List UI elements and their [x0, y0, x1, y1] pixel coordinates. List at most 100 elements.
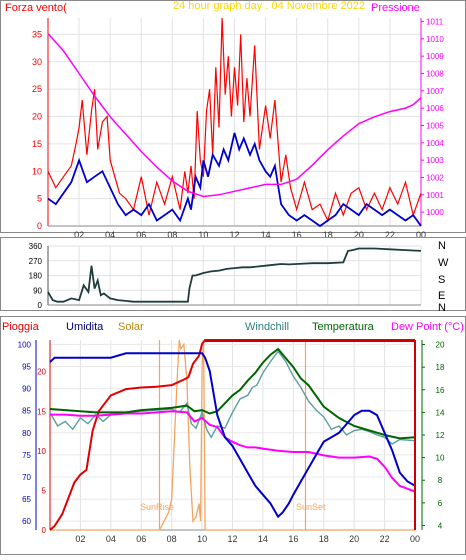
- wind-y-tick-label: 5: [37, 194, 42, 204]
- wind-y-tick-label: 35: [32, 29, 42, 39]
- humidity-y-tick-label: 80: [22, 429, 31, 438]
- wind-x-tick-label: 22: [385, 230, 395, 240]
- temp-y-tick-label: 14: [436, 408, 445, 417]
- temp-x-tick-label: 00: [410, 534, 420, 544]
- direction-label-s: S: [438, 274, 445, 286]
- direction-y-tick-label: 360: [29, 242, 43, 251]
- pressure-y-tick-label: 1000: [426, 208, 444, 217]
- temp-x-tick-label: 22: [380, 534, 390, 544]
- wind-x-tick-label: 12: [229, 230, 239, 240]
- temp-x-tick-label: 06: [136, 534, 146, 544]
- temp-y-tick-label: 16: [436, 386, 445, 395]
- temp-x-tick-label: 18: [319, 534, 329, 544]
- humidity-y-tick-label: 75: [22, 451, 31, 460]
- humidity-y-tick-label: 65: [22, 495, 31, 504]
- humidity-y-tick-label: 100: [18, 340, 32, 349]
- temp-y-tick-label: 8: [438, 476, 443, 485]
- wind-x-tick-label: 00: [416, 230, 426, 240]
- temp-y-tick-label: 10: [436, 454, 445, 463]
- rain-y-tick-label: 20: [37, 368, 46, 377]
- rain-series-line: [49, 339, 415, 531]
- wind-x-tick-label: 04: [105, 230, 115, 240]
- pressure-y-tick-label: 1003: [426, 156, 444, 165]
- wind-x-tick-label: 02: [74, 230, 84, 240]
- direction-y-tick-label: 270: [29, 257, 43, 266]
- solar-legend: Solar: [118, 321, 144, 333]
- pressure-y-tick-label: 1001: [426, 191, 444, 200]
- humidity-y-tick-label: 85: [22, 407, 31, 416]
- temp-x-tick-label: 08: [167, 534, 177, 544]
- temp-x-tick-label: 10: [197, 534, 207, 544]
- rain-y-tick-label: 0: [42, 526, 47, 535]
- wind-y-tick-label: 0: [37, 221, 42, 231]
- gust-series-line: [47, 17, 422, 223]
- direction-label-w: W: [438, 257, 449, 269]
- wind-direction-panel: 0 90 180 270 360 N W S E N: [0, 237, 466, 314]
- wind-x-tick-label: 14: [261, 230, 271, 240]
- wind-x-tick-label: 16: [292, 230, 302, 240]
- rain-y-tick-label: 5: [42, 486, 47, 495]
- pressure-y-tick-label: 1006: [426, 104, 444, 113]
- humidity-y-tick-label: 95: [22, 363, 31, 372]
- humidity-series-line: [49, 352, 416, 519]
- temp-y-tick-label: 20: [436, 341, 445, 350]
- pressure-series-line: [47, 33, 422, 198]
- wind-x-tick-label: 10: [198, 230, 208, 240]
- solar-series-line: [50, 339, 415, 531]
- direction-label-e: E: [438, 290, 445, 302]
- temp-x-tick-label: 16: [288, 534, 298, 544]
- temp-x-tick-label: 20: [349, 534, 359, 544]
- wind-y-tick-label: 25: [32, 84, 42, 94]
- wind-x-tick-label: 08: [167, 230, 177, 240]
- pressure-y-tick-label: 1010: [426, 35, 444, 44]
- rain-y-tick-label: 15: [37, 407, 46, 416]
- speed-series-line: [47, 132, 422, 228]
- humidity-legend: Umidita: [66, 321, 104, 333]
- wind-pressure-panel: Forza vento( 24 hour graph day . 04 Nove…: [0, 0, 466, 240]
- humidity-y-tick-label: 70: [22, 473, 31, 482]
- temp-y-tick-label: 4: [438, 521, 443, 530]
- direction-label-n-bottom: N: [438, 302, 446, 314]
- wind-y-tick-label: 30: [32, 57, 42, 67]
- direction-y-tick-label: 0: [38, 301, 43, 310]
- temp-x-tick-label: 04: [106, 534, 116, 544]
- rain-y-tick-label: 10: [37, 447, 46, 456]
- wind-y-tick-label: 15: [32, 139, 42, 149]
- pressure-y-tick-label: 1005: [426, 121, 444, 130]
- chart-title: 24 hour graph day . 04 Novembre 2022: [173, 0, 365, 12]
- sunrise-label: SunRise: [140, 502, 174, 512]
- wind-y-tick-label: 20: [32, 112, 42, 122]
- rain-legend: Pioggia: [2, 321, 40, 333]
- pressure-y-tick-label: 1007: [426, 87, 444, 96]
- pressure-y-tick-label: 1008: [426, 69, 444, 78]
- wind-axis-label: Forza vento(: [5, 2, 67, 14]
- wind-x-tick-label: 06: [136, 230, 146, 240]
- direction-label-n-top: N: [438, 240, 446, 252]
- windchill-legend: Windchill: [245, 321, 289, 333]
- pressure-axis-label: Pressione: [371, 2, 420, 14]
- windchill-series-line: [49, 350, 416, 445]
- direction-y-tick-label: 90: [33, 286, 42, 295]
- temp-x-tick-label: 02: [75, 534, 85, 544]
- temp-x-tick-label: 14: [258, 534, 268, 544]
- wind-x-tick-label: 20: [354, 230, 364, 240]
- direction-series-line: [47, 247, 422, 303]
- humidity-y-tick-label: 60: [22, 517, 31, 526]
- sunset-label: SunSet: [296, 502, 326, 512]
- pressure-y-tick-label: 1004: [426, 139, 444, 148]
- dewpoint-series-line: [50, 410, 416, 493]
- wind-x-tick-label: 18: [323, 230, 333, 240]
- wind-y-tick-label: 10: [32, 166, 42, 176]
- direction-y-tick-label: 180: [29, 272, 43, 281]
- temp-y-tick-label: 18: [436, 363, 445, 372]
- pressure-y-tick-label: 1002: [426, 173, 444, 182]
- temp-y-tick-label: 12: [436, 431, 445, 440]
- temp-y-tick-label: 6: [438, 499, 443, 508]
- temp-x-tick-label: 12: [227, 534, 237, 544]
- temperature-legend: Temperatura: [312, 321, 375, 333]
- pressure-y-tick-label: 1011: [426, 17, 444, 26]
- pressure-y-tick-label: 1009: [426, 52, 444, 61]
- humidity-y-tick-label: 90: [22, 385, 31, 394]
